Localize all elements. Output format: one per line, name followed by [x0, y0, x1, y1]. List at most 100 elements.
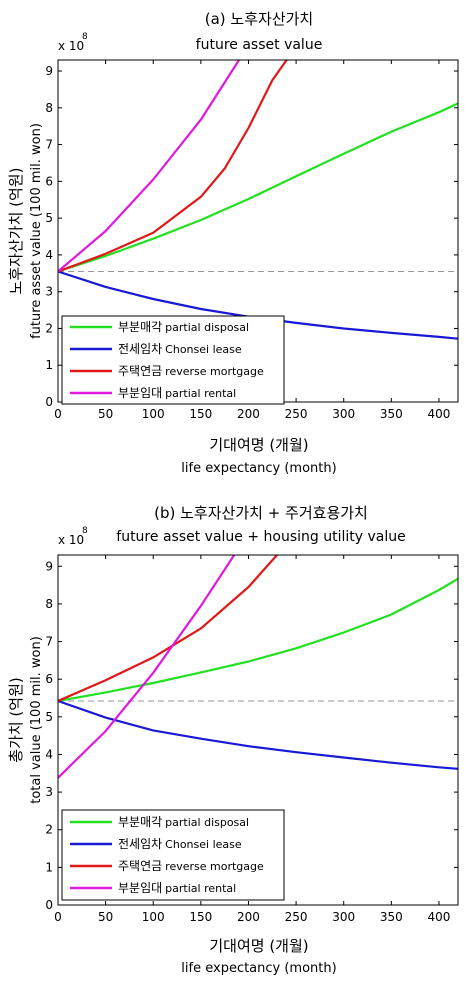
- chart-b-xlabel-ko: 기대여명 (개월): [209, 937, 308, 955]
- legend-label-en: partial rental: [165, 387, 236, 400]
- chart-a-title-ko: (a) 노후자산가치: [205, 10, 313, 28]
- y-tick-label: 0: [45, 395, 53, 409]
- chart-a-exponent-label: x 10: [58, 39, 84, 53]
- x-tick-label: 150: [189, 407, 212, 421]
- x-tick-label: 350: [380, 407, 403, 421]
- y-tick-label: 4: [45, 248, 53, 262]
- y-tick-label: 3: [45, 785, 53, 799]
- y-tick-label: 9: [45, 559, 53, 573]
- chart-a-x-ticks: 0 50 100 150 200 250 300 350 400: [54, 60, 450, 421]
- legend-item: 전세임차 Chonsei lease: [70, 342, 242, 356]
- legend-label-ko: 전세임차: [118, 837, 162, 851]
- x-tick-label: 200: [237, 407, 260, 421]
- x-tick-label: 300: [332, 407, 355, 421]
- legend-item: 부분임대 partial rental: [70, 881, 236, 895]
- legend-label: 전세임차 Chonsei lease: [118, 837, 242, 851]
- legend-label: 전세임차 Chonsei lease: [118, 342, 242, 356]
- chart-b-xlabel-en: life expectancy (month): [181, 961, 336, 976]
- x-tick-label: 250: [285, 407, 308, 421]
- chart-b-ylabel-ko: 총가치 (억원): [7, 677, 25, 762]
- x-tick-label: 250: [285, 910, 308, 924]
- legend-label: 부분임대 partial rental: [118, 881, 236, 895]
- legend-label: 주택연금 reverse mortgage: [118, 859, 264, 873]
- legend-item: 부분임대 partial rental: [70, 386, 236, 400]
- chart-b-title-ko: (b) 노후자산가치 + 주거효용가치: [154, 504, 368, 522]
- legend-label-en: partial disposal: [165, 816, 249, 829]
- y-tick-label: 9: [45, 64, 53, 78]
- y-tick-label: 1: [45, 358, 53, 372]
- chart-a-legend: 부분매각 partial disposal 전세임차 Chonsei lease 주…: [61, 315, 285, 405]
- y-tick-label: 2: [45, 823, 53, 837]
- x-tick-label: 150: [189, 910, 212, 924]
- chart-b-plot-frame: [57, 554, 459, 906]
- chart-a-title-en: future asset value: [196, 37, 323, 53]
- chart-b-exponent: 8: [82, 526, 88, 536]
- x-tick-label: 300: [332, 910, 355, 924]
- chart-a-exponent: 8: [82, 32, 88, 42]
- legend-label-ko: 전세임차: [118, 342, 162, 356]
- x-tick-label: 350: [380, 910, 403, 924]
- legend-label-en: Chonsei lease: [165, 838, 242, 851]
- legend-item: 주택연금 reverse mortgage: [70, 859, 264, 873]
- chart-b-y-ticks: 0 1 2 3 4 5 6 7 8 9: [45, 559, 458, 912]
- x-tick-label: 400: [427, 407, 450, 421]
- legend-label-ko: 부분임대: [118, 881, 162, 895]
- legend-label-en: reverse mortgage: [165, 860, 264, 873]
- chart-b-ylabel-en: total value (100 mil. won): [29, 636, 44, 804]
- y-tick-label: 0: [45, 898, 53, 912]
- legend-label-en: reverse mortgage: [165, 365, 264, 378]
- legend-label-ko: 주택연금: [118, 859, 162, 873]
- legend-label-ko: 부분매각: [118, 320, 162, 334]
- legend-label: 부분임대 partial rental: [118, 386, 236, 400]
- chart-b-legend: 부분매각 partial disposal 전세임차 Chonsei lease 주…: [61, 809, 285, 901]
- chart-a-ylabel-en: future asset value (100 mil. won): [29, 123, 44, 339]
- y-tick-label: 6: [45, 174, 53, 188]
- chart-b-x-ticks: 0 50 100 150 200 250 300 350 400: [54, 555, 450, 924]
- series-line-reverse-mortgage: [58, 60, 288, 273]
- x-tick-label: 400: [427, 910, 450, 924]
- x-tick-label: 0: [54, 910, 62, 924]
- chart-a-xlabel-ko: 기대여명 (개월): [209, 436, 308, 454]
- x-tick-label: 200: [237, 910, 260, 924]
- y-tick-label: 7: [45, 138, 53, 152]
- legend-label-en: partial disposal: [165, 321, 249, 334]
- series-line-reverse-mortgage: [58, 555, 278, 703]
- y-tick-label: 6: [45, 672, 53, 686]
- y-tick-label: 8: [45, 597, 53, 611]
- legend-label: 부분매각 partial disposal: [118, 320, 249, 334]
- y-tick-label: 2: [45, 321, 53, 335]
- chart-b-series: [58, 555, 458, 779]
- chart-a-legend-box: [61, 315, 285, 405]
- chart-a: (a) 노후자산가치 future asset value x 10 8 0 5 0…: [7, 10, 459, 476]
- x-tick-label: 100: [142, 407, 165, 421]
- legend-label-ko: 부분매각: [118, 815, 162, 829]
- series-line-partial-rental: [58, 555, 236, 779]
- chart-b-legend-box: [61, 809, 285, 901]
- legend-label-ko: 부분임대: [118, 386, 162, 400]
- legend-item: 부분매각 partial disposal: [70, 815, 249, 829]
- y-tick-label: 3: [45, 285, 53, 299]
- chart-b: (b) 노후자산가치 + 주거효용가치 future asset value +…: [7, 504, 459, 976]
- y-tick-label: 5: [45, 211, 53, 225]
- chart-b-exponent-label: x 10: [58, 533, 84, 547]
- y-tick-label: 5: [45, 710, 53, 724]
- legend-item: 전세임차 Chonsei lease: [70, 837, 242, 851]
- y-tick-label: 4: [45, 747, 53, 761]
- x-tick-label: 100: [142, 910, 165, 924]
- series-line-chonsei-lease: [58, 699, 458, 770]
- legend-label-en: Chonsei lease: [165, 343, 242, 356]
- chart-a-ylabel-ko: 노후자산가치 (억원): [7, 168, 25, 295]
- x-tick-label: 0: [54, 407, 62, 421]
- legend-label: 주택연금 reverse mortgage: [118, 364, 264, 378]
- series-line-partial-rental: [58, 60, 240, 273]
- chart-a-series: [58, 60, 458, 340]
- legend-label: 부분매각 partial disposal: [118, 815, 249, 829]
- legend-label-ko: 주택연금: [118, 364, 162, 378]
- legend-label-en: partial rental: [165, 882, 236, 895]
- x-tick-label: 50: [98, 910, 113, 924]
- y-tick-label: 1: [45, 860, 53, 874]
- chart-a-y-ticks: 0 1 2 3 4 5 6 7 8 9: [45, 64, 458, 409]
- chart-a-xlabel-en: life expectancy (month): [181, 461, 336, 476]
- series-line-partial-disposal: [58, 577, 458, 703]
